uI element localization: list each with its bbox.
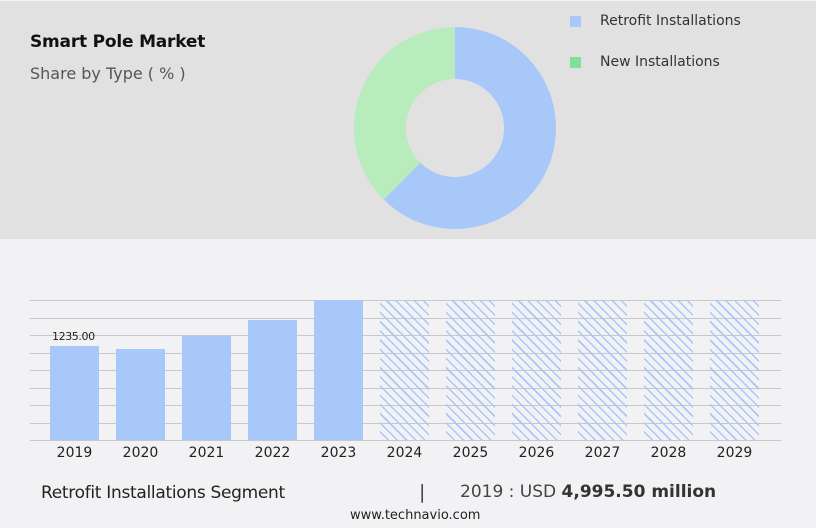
donut-slice-retrofit-installations[interactable] xyxy=(383,27,556,229)
segment-label: Retrofit Installations Segment xyxy=(41,483,285,503)
bar-2019[interactable] xyxy=(50,346,99,440)
forecast-bar-2029[interactable] xyxy=(710,300,759,440)
x-axis-tick: 2019 xyxy=(56,445,93,461)
x-axis-tick: 2027 xyxy=(584,445,621,461)
bar-value-label: 1235.00 xyxy=(52,330,95,343)
legend-item-new-installations[interactable]: New Installations xyxy=(570,54,720,70)
bar-2020[interactable] xyxy=(116,349,165,440)
x-axis-tick: 2021 xyxy=(188,445,225,461)
x-axis-tick: 2024 xyxy=(386,445,423,461)
x-axis-tick: 2028 xyxy=(650,445,687,461)
x-axis-tick: 2023 xyxy=(320,445,357,461)
donut-chart xyxy=(354,27,556,229)
x-axis-tick: 2022 xyxy=(254,445,291,461)
x-axis-tick: 2026 xyxy=(518,445,555,461)
legend-item-retrofit[interactable]: Retrofit Installations xyxy=(570,13,741,29)
forecast-bar-2028[interactable] xyxy=(644,300,693,440)
forecast-bar-2025[interactable] xyxy=(446,300,495,440)
x-axis-tick: 2029 xyxy=(716,445,753,461)
donut-slice-new-installations[interactable] xyxy=(354,27,455,200)
segment-value-amount: 4,995.50 million xyxy=(561,482,717,502)
gridline xyxy=(30,440,781,441)
legend-swatch-retrofit xyxy=(570,15,581,27)
forecast-bar-2027[interactable] xyxy=(578,300,627,440)
bar-2021[interactable] xyxy=(182,336,231,440)
x-axis-tick: 2025 xyxy=(452,445,489,461)
chart-title: Smart Pole Market xyxy=(30,32,206,52)
chart-subtitle: Share by Type ( % ) xyxy=(30,64,186,83)
footer-separator: | xyxy=(419,481,426,503)
bar-chart: 1235.00 2019 2020 2021 2022 2023 2024 2025 2026 2… xyxy=(0,240,816,470)
donut-slices xyxy=(354,27,556,229)
legend-label: New Installations xyxy=(600,54,720,70)
source-url[interactable]: www.technavio.com xyxy=(350,508,481,523)
legend-label: Retrofit Installations xyxy=(600,13,741,29)
forecast-bar-2026[interactable] xyxy=(512,300,561,440)
segment-value-prefix: 2019 : USD xyxy=(460,482,562,502)
forecast-bar-2024[interactable] xyxy=(380,300,429,440)
bar-2023[interactable] xyxy=(314,300,363,440)
segment-value: 2019 : USD 4,995.50 million xyxy=(460,482,716,502)
legend-swatch-new-installations xyxy=(570,56,581,68)
bar-2022[interactable] xyxy=(248,320,297,440)
top-edge xyxy=(0,0,816,1)
x-axis-tick: 2020 xyxy=(122,445,159,461)
